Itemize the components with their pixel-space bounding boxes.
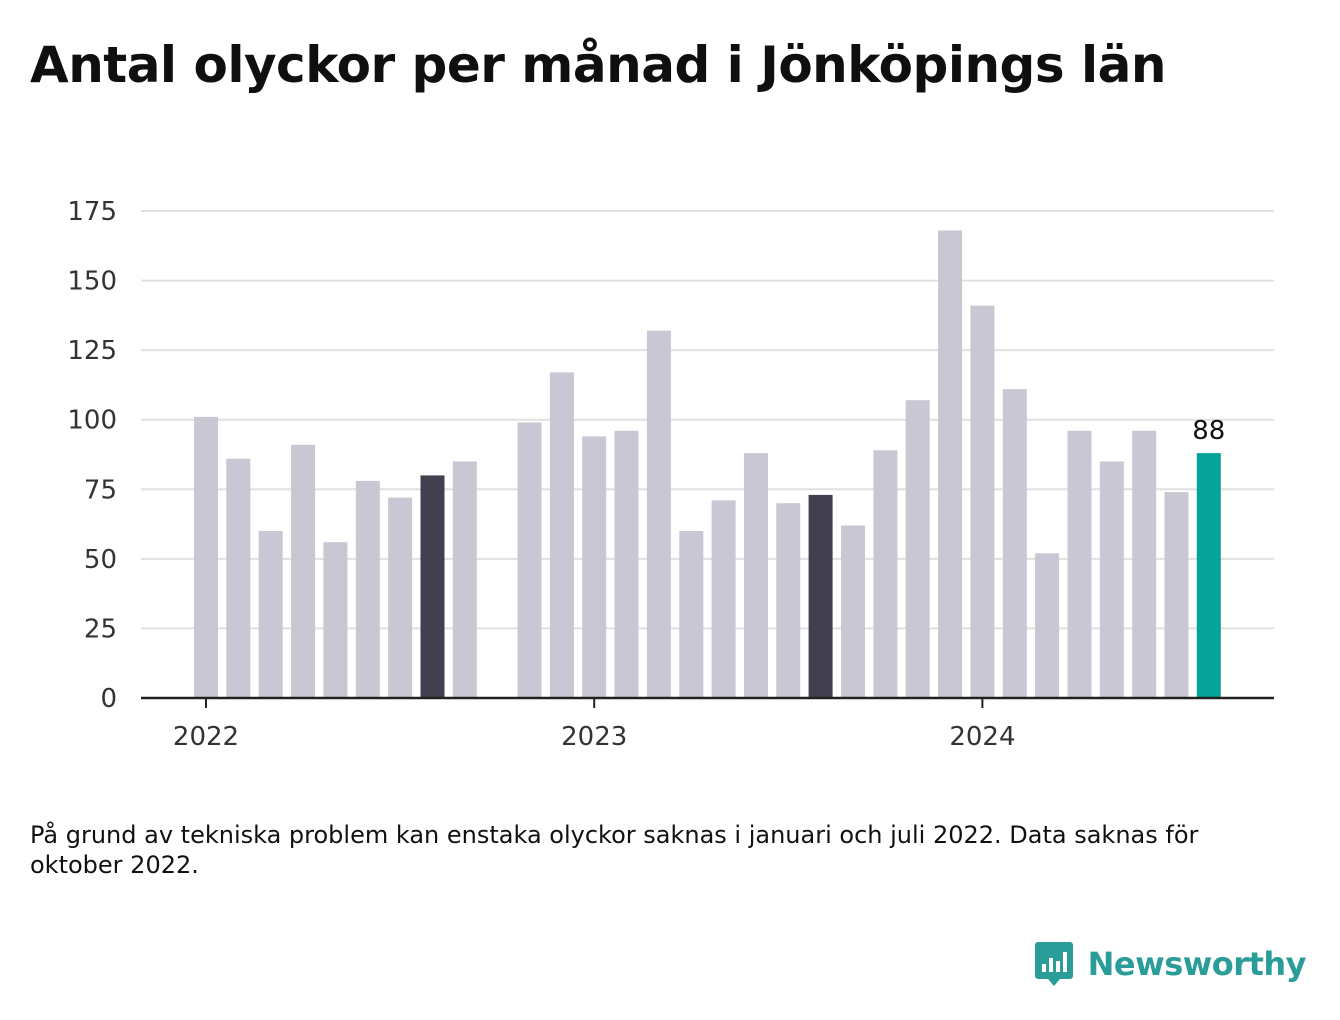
bar-2023-10 — [873, 450, 898, 698]
bar-2022-03 — [258, 531, 283, 698]
bar-2022-04 — [291, 444, 316, 698]
bar-2023-11 — [905, 400, 930, 698]
bar-2022-06 — [355, 480, 380, 698]
bar-2024-07 — [1164, 492, 1189, 698]
brand-name: Newsworthy — [1087, 945, 1307, 983]
y-tick-label: 0 — [100, 684, 117, 714]
bar-2023-06 — [744, 453, 768, 698]
bar-2023-05 — [711, 500, 736, 698]
bar-2023-04 — [679, 531, 704, 698]
y-tick-label: 75 — [84, 475, 117, 505]
bar-2022-11 — [517, 422, 542, 698]
footnote: På grund av tekniska problem kan enstaka… — [30, 821, 1199, 879]
bar-2022-02 — [226, 458, 251, 698]
y-tick-label: 125 — [67, 336, 117, 366]
y-tick-label: 50 — [84, 545, 117, 575]
bar-2024-06 — [1132, 430, 1157, 698]
bar-2022-09 — [452, 461, 477, 698]
bar-2023-12 — [938, 230, 963, 698]
bar-2023-07 — [776, 503, 801, 698]
x-tick-label: 2024 — [949, 722, 1015, 752]
chart-title: Antal olyckor per månad i Jönköpings län — [30, 36, 1166, 94]
y-axis-ticks: 0 25 50 75 100 125 150 175 — [67, 197, 117, 714]
x-tick-label: 2023 — [561, 722, 627, 752]
bars — [194, 230, 1221, 698]
bar-2022-07 — [388, 497, 413, 698]
bar-2023-09 — [841, 525, 865, 698]
bar-2024-01 — [970, 305, 995, 698]
bar-2024-02 — [1002, 389, 1027, 698]
bar-2024-05 — [1099, 461, 1124, 698]
bar-2024-03 — [1035, 553, 1060, 698]
bar-2024-04 — [1067, 430, 1092, 698]
brand-logo: Newsworthy — [1034, 940, 1307, 988]
bar-2022-01 — [194, 416, 218, 698]
y-tick-label: 100 — [67, 406, 117, 436]
y-tick-label: 25 — [84, 614, 117, 644]
bar-2023-03 — [646, 330, 671, 698]
bar-2024-08 — [1196, 453, 1221, 698]
bar-2022-08 — [420, 475, 445, 698]
y-tick-label: 175 — [67, 197, 117, 227]
bar-2022-12 — [549, 372, 574, 698]
bar-2023-08 — [808, 494, 833, 698]
bar-2023-02 — [614, 430, 639, 698]
x-axis: 2022 2023 2024 — [141, 696, 1274, 752]
y-tick-label: 150 — [67, 267, 117, 297]
data-labels: 88 — [1192, 416, 1225, 446]
newsworthy-logo-icon — [1034, 942, 1073, 986]
bar-2023-01 — [582, 436, 607, 698]
data-label-2024-08: 88 — [1192, 416, 1225, 446]
x-tick-label: 2022 — [173, 722, 239, 752]
bar-2022-05 — [323, 542, 348, 698]
bar-chart: 0 25 50 75 100 125 150 175 88 2022 2023 2024 — [67, 197, 1274, 752]
